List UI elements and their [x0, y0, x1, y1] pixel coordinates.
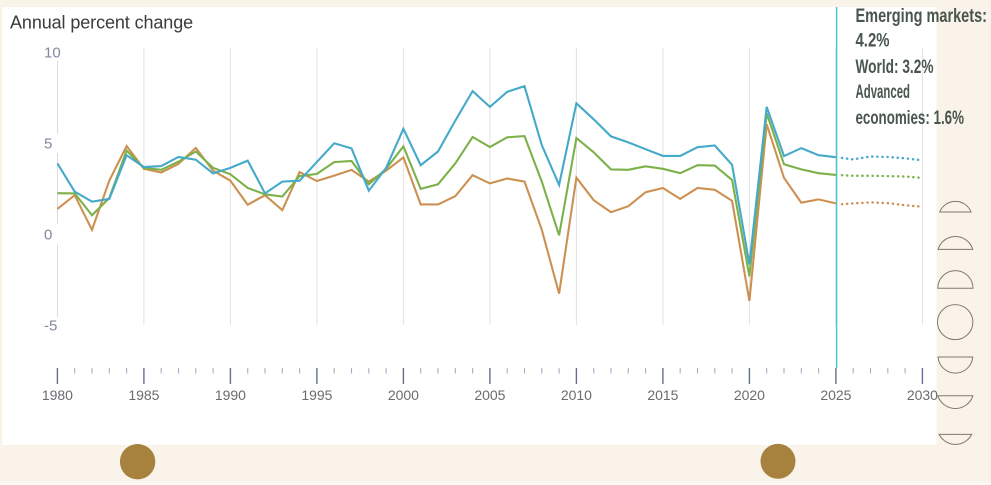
svg-text:World: 3.2%: World: 3.2%	[856, 56, 934, 78]
svg-text:Advanced: Advanced	[856, 81, 911, 103]
svg-text:2005: 2005	[474, 387, 505, 403]
svg-text:1985: 1985	[128, 387, 159, 403]
svg-text:Emerging markets:: Emerging markets:	[856, 5, 988, 27]
svg-text:2025: 2025	[820, 387, 851, 403]
svg-text:economies: 1.6%: economies: 1.6%	[856, 107, 965, 129]
svg-text:1980: 1980	[42, 387, 73, 403]
svg-text:1995: 1995	[301, 387, 332, 403]
svg-text:Annual percent change: Annual percent change	[10, 13, 193, 33]
svg-text:2010: 2010	[561, 387, 592, 403]
svg-text:1990: 1990	[215, 387, 246, 403]
svg-text:-5: -5	[44, 318, 57, 335]
svg-text:5: 5	[44, 136, 52, 153]
svg-text:2030: 2030	[907, 387, 938, 403]
svg-text:2015: 2015	[647, 387, 678, 403]
svg-text:4.2%: 4.2%	[856, 30, 890, 52]
svg-text:0: 0	[44, 227, 52, 244]
svg-text:2000: 2000	[388, 387, 419, 403]
svg-text:10: 10	[44, 45, 61, 62]
svg-text:2020: 2020	[734, 387, 765, 403]
